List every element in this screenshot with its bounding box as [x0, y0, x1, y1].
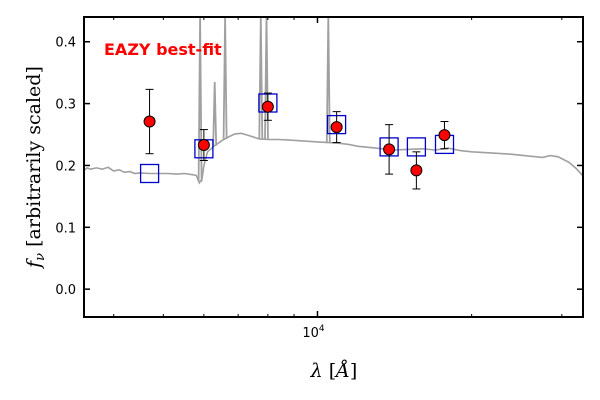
- x-axis-label: λ [Å]: [310, 360, 358, 382]
- observed-point: [197, 139, 210, 152]
- template-emission-line: [258, 17, 264, 140]
- observed-point: [438, 129, 451, 142]
- observed-point: [330, 121, 343, 134]
- template-emission-line: [325, 17, 331, 143]
- template-emission-line: [264, 17, 269, 140]
- model-photometry: [139, 93, 455, 184]
- observed-point: [261, 100, 274, 113]
- y-tick-label: 0.4: [55, 36, 76, 51]
- template-emission-line: [222, 17, 228, 139]
- observed-point: [383, 143, 396, 156]
- y-tick-label: 0.0: [55, 283, 76, 298]
- template-continuum-line: [84, 132, 583, 185]
- template-emission-line: [197, 17, 203, 182]
- model-square-marker: [139, 163, 160, 184]
- annotation-label: EAZY best-fit: [104, 40, 222, 59]
- y-tick-label: 0.1: [55, 221, 76, 236]
- y-axis-label: fν [arbitrarily scaled]: [23, 66, 48, 270]
- x-tick-label: 104: [302, 324, 325, 341]
- y-tick-label: 0.3: [55, 98, 76, 113]
- template-emission-line: [212, 81, 218, 146]
- observed-point: [410, 164, 423, 177]
- axis-ticks: 0.0 0.1 0.2 0.3 0.4 104: [55, 17, 583, 341]
- plot-frame: [83, 16, 584, 318]
- observed-point: [143, 115, 156, 128]
- y-tick-label: 0.2: [55, 159, 76, 174]
- observed-photometry: [143, 88, 451, 190]
